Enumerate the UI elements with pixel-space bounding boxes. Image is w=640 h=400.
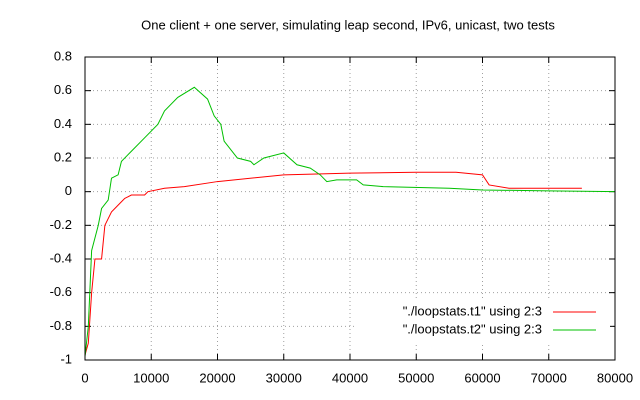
- x-tick-label: 20000: [199, 370, 235, 385]
- y-tick-label: 0.2: [54, 149, 72, 164]
- legend-label: "./loopstats.t1" using 2:3: [403, 303, 542, 318]
- x-tick-label: 70000: [531, 370, 567, 385]
- x-tick-label: 50000: [398, 370, 434, 385]
- y-tick-label: -0.8: [50, 318, 72, 333]
- y-tick-label: -1: [60, 351, 72, 366]
- x-tick-label: 60000: [464, 370, 500, 385]
- x-tick-label: 10000: [133, 370, 169, 385]
- y-tick-label: -0.6: [50, 284, 72, 299]
- y-tick-label: -0.2: [50, 217, 72, 232]
- x-tick-label: 30000: [266, 370, 302, 385]
- y-tick-label: 0.6: [54, 82, 72, 97]
- y-tick-label: 0.8: [54, 48, 72, 63]
- x-tick-label: 80000: [597, 370, 633, 385]
- y-tick-label: -0.4: [50, 250, 72, 265]
- plot-border: [84, 56, 616, 361]
- x-tick-label: 0: [81, 370, 88, 385]
- legend-box: [355, 300, 610, 342]
- chart-title: One client + one server, simulating leap…: [141, 17, 555, 32]
- line: [84, 171, 582, 356]
- line: [84, 86, 616, 357]
- y-tick-label: 0.4: [54, 116, 72, 131]
- legend-label: "./loopstats.t2" using 2:3: [403, 321, 542, 336]
- y-tick-label: 0: [65, 183, 72, 198]
- x-tick-label: 40000: [332, 370, 368, 385]
